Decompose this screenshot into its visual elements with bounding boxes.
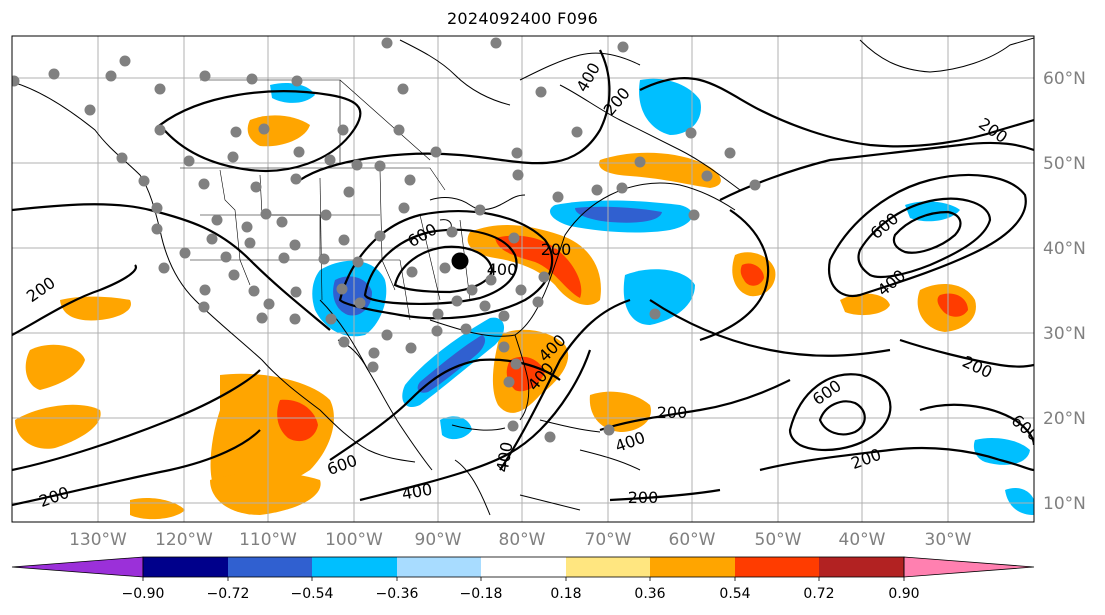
- negative-anomaly-core: [575, 206, 662, 223]
- colorbar-underflow-triangle: [11, 556, 144, 578]
- contour-lines: [12, 49, 1034, 507]
- colorbar-tick-label: −0.54: [291, 586, 334, 602]
- negative-anomaly-patch: [973, 438, 1030, 465]
- storm-center-marker: [451, 252, 469, 270]
- colorbar-tick-label: −0.90: [122, 586, 165, 602]
- negative-anomaly-patch: [440, 416, 472, 440]
- contour-label: 200: [657, 403, 688, 422]
- colorbar-tick-label: 0.18: [550, 586, 581, 602]
- colorbar-tick-label: 0.90: [888, 586, 919, 602]
- negative-anomaly-patch: [639, 78, 701, 135]
- contour-label: 200: [541, 240, 572, 259]
- plot-frame: [11, 35, 1035, 523]
- colorbar-segment: [650, 557, 735, 577]
- shaded-field: [15, 78, 1034, 520]
- colorbar-tick-label: 0.54: [719, 586, 750, 602]
- colorbar-tick-label: −0.18: [460, 586, 503, 602]
- latitude-label: 50°N: [1043, 154, 1086, 174]
- positive-anomaly-core: [937, 293, 968, 317]
- latitude-label: 20°N: [1043, 409, 1086, 429]
- positive-anomaly-patch: [599, 152, 721, 188]
- positive-anomaly-patch: [247, 115, 310, 147]
- colorbar-segment: [481, 557, 566, 577]
- latitude-label: 60°N: [1043, 69, 1086, 89]
- longitude-label: 40°W: [839, 530, 886, 550]
- positive-anomaly-patch: [15, 404, 101, 449]
- coastlines: [12, 37, 1034, 516]
- longitude-labels: 130°W 120°W 110°W 100°W 90°W 80°W 70°W 6…: [69, 530, 972, 550]
- longitude-label: 120°W: [155, 530, 213, 550]
- negative-anomaly-patch: [1005, 488, 1034, 515]
- positive-anomaly-patch: [840, 293, 890, 316]
- colorbar-segment: [228, 557, 312, 577]
- negative-anomaly-patch: [270, 83, 315, 103]
- longitude-label: 90°W: [415, 530, 462, 550]
- longitude-label: 70°W: [585, 530, 632, 550]
- longitude-label: 50°W: [755, 530, 802, 550]
- colorbar-segment: [819, 557, 904, 577]
- positive-anomaly-core: [740, 263, 764, 286]
- positive-anomaly-patch: [210, 373, 334, 497]
- contour-label: 200: [628, 488, 659, 507]
- latitude-labels: 60°N 50°N 40°N 30°N 20°N 10°N: [1043, 69, 1086, 514]
- colorbar-segment: [566, 557, 650, 577]
- colorbar-segment: [143, 557, 228, 577]
- positive-anomaly-patch: [210, 472, 321, 515]
- latitude-label: 40°N: [1043, 239, 1086, 259]
- negative-anomaly-patch: [905, 201, 960, 222]
- colorbar-tick-label: −0.72: [207, 586, 250, 602]
- positive-anomaly-patch: [60, 296, 131, 321]
- colorbar-segment: [735, 557, 819, 577]
- contour-label: 400: [487, 260, 518, 279]
- positive-anomaly-core: [495, 235, 582, 298]
- latitude-label: 30°N: [1043, 324, 1086, 344]
- longitude-label: 100°W: [325, 530, 383, 550]
- colorbar-overflow-triangle: [903, 556, 1035, 578]
- colorbar-tick-label: 0.36: [634, 586, 665, 602]
- longitude-label: 110°W: [239, 530, 297, 550]
- colorbar-segment: [397, 557, 481, 577]
- colorbar-tick-label: −0.36: [376, 586, 419, 602]
- positive-anomaly-patch: [25, 344, 85, 390]
- positive-anomaly-core: [277, 399, 318, 442]
- colorbar: −0.90 −0.72 −0.54 −0.36 −0.18 0.18 0.36 …: [11, 556, 1035, 602]
- longitude-label: 30°W: [925, 530, 972, 550]
- longitude-label: 130°W: [69, 530, 127, 550]
- longitude-label: 80°W: [499, 530, 546, 550]
- negative-anomaly-patch: [623, 269, 695, 325]
- colorbar-segment: [312, 557, 397, 577]
- longitude-label: 60°W: [669, 530, 716, 550]
- latitude-label: 10°N: [1043, 494, 1086, 514]
- map-title: 2024092400 F096: [446, 9, 599, 28]
- colorbar-tick-label: 0.72: [803, 586, 834, 602]
- station-markers: [12, 37, 761, 443]
